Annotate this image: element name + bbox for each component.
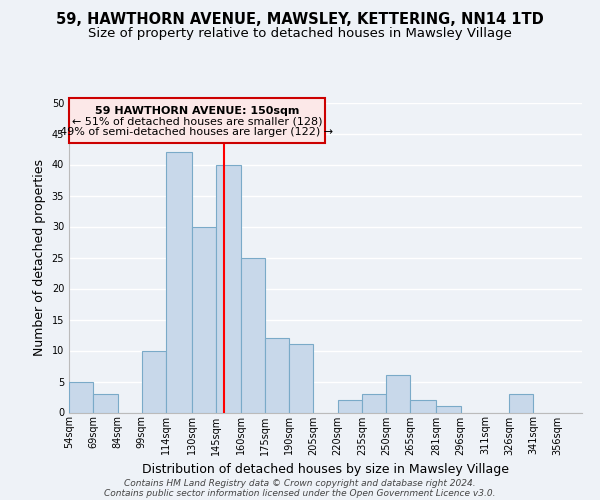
Bar [362, 394, 386, 412]
Bar [166, 152, 192, 412]
Bar [265, 338, 289, 412]
Bar [410, 400, 436, 412]
Bar [289, 344, 313, 412]
Bar [386, 376, 410, 412]
Bar [93, 394, 118, 412]
Bar [509, 394, 533, 412]
Bar [241, 258, 265, 412]
Text: Size of property relative to detached houses in Mawsley Village: Size of property relative to detached ho… [88, 28, 512, 40]
Text: 49% of semi-detached houses are larger (122) →: 49% of semi-detached houses are larger (… [60, 126, 334, 136]
Bar [216, 164, 241, 412]
Bar [338, 400, 362, 412]
Text: Contains public sector information licensed under the Open Government Licence v3: Contains public sector information licen… [104, 488, 496, 498]
X-axis label: Distribution of detached houses by size in Mawsley Village: Distribution of detached houses by size … [142, 463, 509, 476]
Bar [69, 382, 93, 412]
Text: 59, HAWTHORN AVENUE, MAWSLEY, KETTERING, NN14 1TD: 59, HAWTHORN AVENUE, MAWSLEY, KETTERING,… [56, 12, 544, 28]
FancyBboxPatch shape [69, 98, 325, 143]
Text: 59 HAWTHORN AVENUE: 150sqm: 59 HAWTHORN AVENUE: 150sqm [95, 106, 299, 116]
Text: Contains HM Land Registry data © Crown copyright and database right 2024.: Contains HM Land Registry data © Crown c… [124, 478, 476, 488]
Bar [192, 226, 216, 412]
Y-axis label: Number of detached properties: Number of detached properties [33, 159, 46, 356]
Bar [436, 406, 461, 412]
Bar [142, 350, 166, 412]
Text: ← 51% of detached houses are smaller (128): ← 51% of detached houses are smaller (12… [71, 116, 322, 126]
